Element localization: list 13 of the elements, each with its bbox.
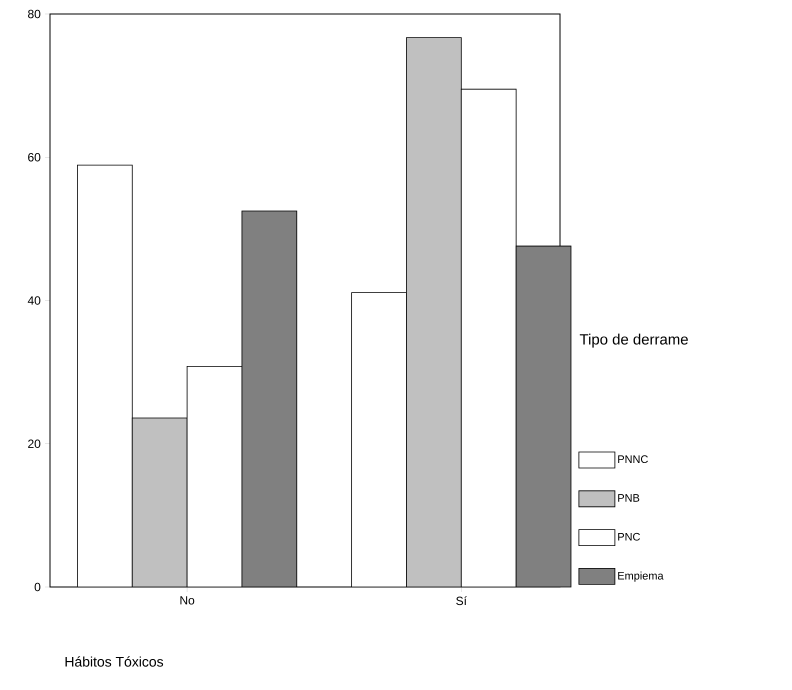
x-axis-title: Hábitos Tóxicos xyxy=(66,656,164,667)
legend-label: PNB xyxy=(618,494,640,502)
x-tick-label: Sí xyxy=(456,596,467,606)
legend-label: PNC xyxy=(618,532,640,541)
x-tick-label: No xyxy=(180,596,194,605)
legend-label: PNNC xyxy=(618,455,648,464)
legend-title: Tipo de derrame xyxy=(580,334,688,348)
y-tick-label: 40 xyxy=(28,296,40,305)
y-tick-label: 60 xyxy=(28,153,40,162)
y-tick-label: 0 xyxy=(34,582,40,592)
y-tick-label: 80 xyxy=(28,10,40,18)
y-tick-label: 20 xyxy=(28,440,40,448)
legend-label: Empiema xyxy=(618,572,664,582)
